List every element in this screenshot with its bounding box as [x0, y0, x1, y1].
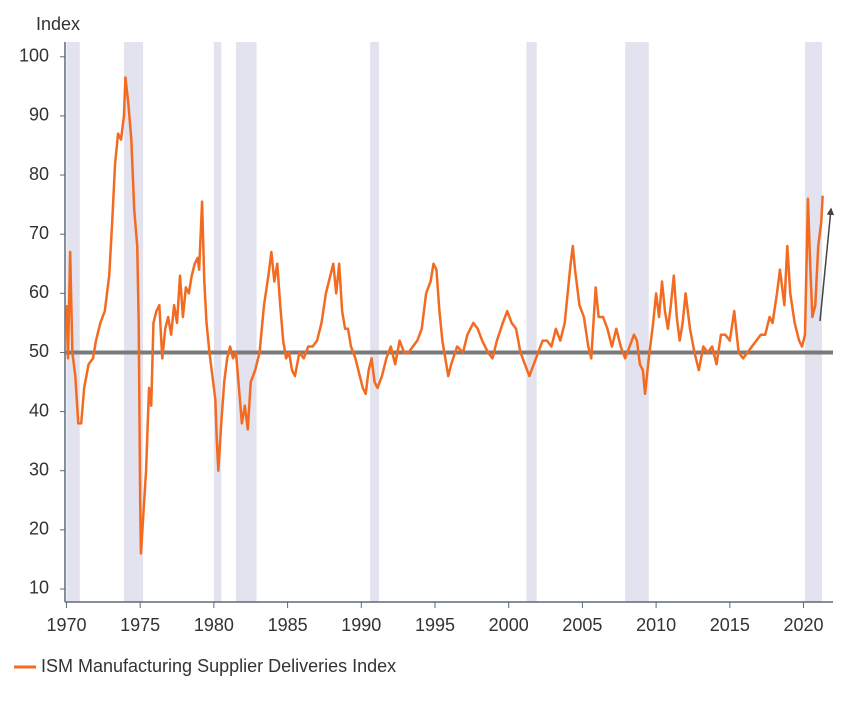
- x-tick-label: 2000: [489, 615, 529, 635]
- x-tick-label: 2020: [783, 615, 823, 635]
- y-tick-label: 80: [29, 164, 49, 184]
- y-tick-label: 70: [29, 223, 49, 243]
- plot-area: 10 20 30 40 50 60 70 80 90 100 1970 1975 1980 1985 199…: [19, 42, 833, 635]
- recession-band: [123, 42, 144, 602]
- x-tick-label: 1980: [194, 615, 234, 635]
- recession-band: [235, 42, 257, 602]
- x-tick-label: 1975: [120, 615, 160, 635]
- x-tick-label: 1970: [46, 615, 86, 635]
- x-tick-label: 1990: [341, 615, 381, 635]
- series-line: [65, 76, 824, 555]
- y-tick-label: 100: [19, 46, 49, 66]
- recession-band: [526, 42, 537, 602]
- y-tick-label: 90: [29, 105, 49, 125]
- y-tick-label: 20: [29, 519, 49, 539]
- x-tick-label: 1995: [415, 615, 455, 635]
- recession-band: [804, 42, 822, 602]
- y-tick-label: 60: [29, 282, 49, 302]
- legend-label: ISM Manufacturing Supplier Deliveries In…: [41, 656, 396, 676]
- trend-arrow: [819, 207, 835, 322]
- y-tick-label: 50: [29, 341, 49, 361]
- y-tick-label: 30: [29, 459, 49, 479]
- x-tick-label: 1985: [268, 615, 308, 635]
- axis-title: Index: [36, 14, 80, 34]
- recession-band: [66, 42, 80, 602]
- recession-band: [625, 42, 649, 602]
- recession-band: [213, 42, 222, 602]
- y-tick-label: 40: [29, 400, 49, 420]
- x-tick-label: 2010: [636, 615, 676, 635]
- y-tick-label: 10: [29, 578, 49, 598]
- x-tick-label: 2005: [562, 615, 602, 635]
- x-tick-label: 2015: [710, 615, 750, 635]
- recession-band: [370, 42, 379, 602]
